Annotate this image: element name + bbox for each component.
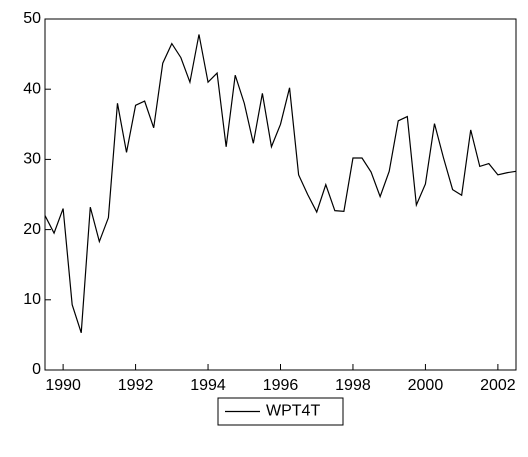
x-tick-label: 1998	[335, 377, 371, 394]
y-tick-label: 30	[23, 151, 41, 168]
y-tick-label: 10	[23, 291, 41, 308]
x-tick-label: 2002	[480, 377, 516, 394]
data-line	[44, 34, 517, 333]
y-tick-label: 0	[32, 361, 41, 378]
x-tick-label: 1996	[263, 377, 299, 394]
x-tick-label: 1990	[45, 377, 81, 394]
plot-frame	[44, 18, 517, 371]
y-tick-label: 50	[23, 10, 41, 27]
x-tick-label: 1992	[118, 377, 154, 394]
x-tick-label: 2000	[408, 377, 444, 394]
x-tick-label: 1994	[190, 377, 226, 394]
legend-label: WPT4T	[266, 403, 320, 420]
y-tick-label: 20	[23, 221, 41, 238]
y-tick-label: 40	[23, 80, 41, 97]
